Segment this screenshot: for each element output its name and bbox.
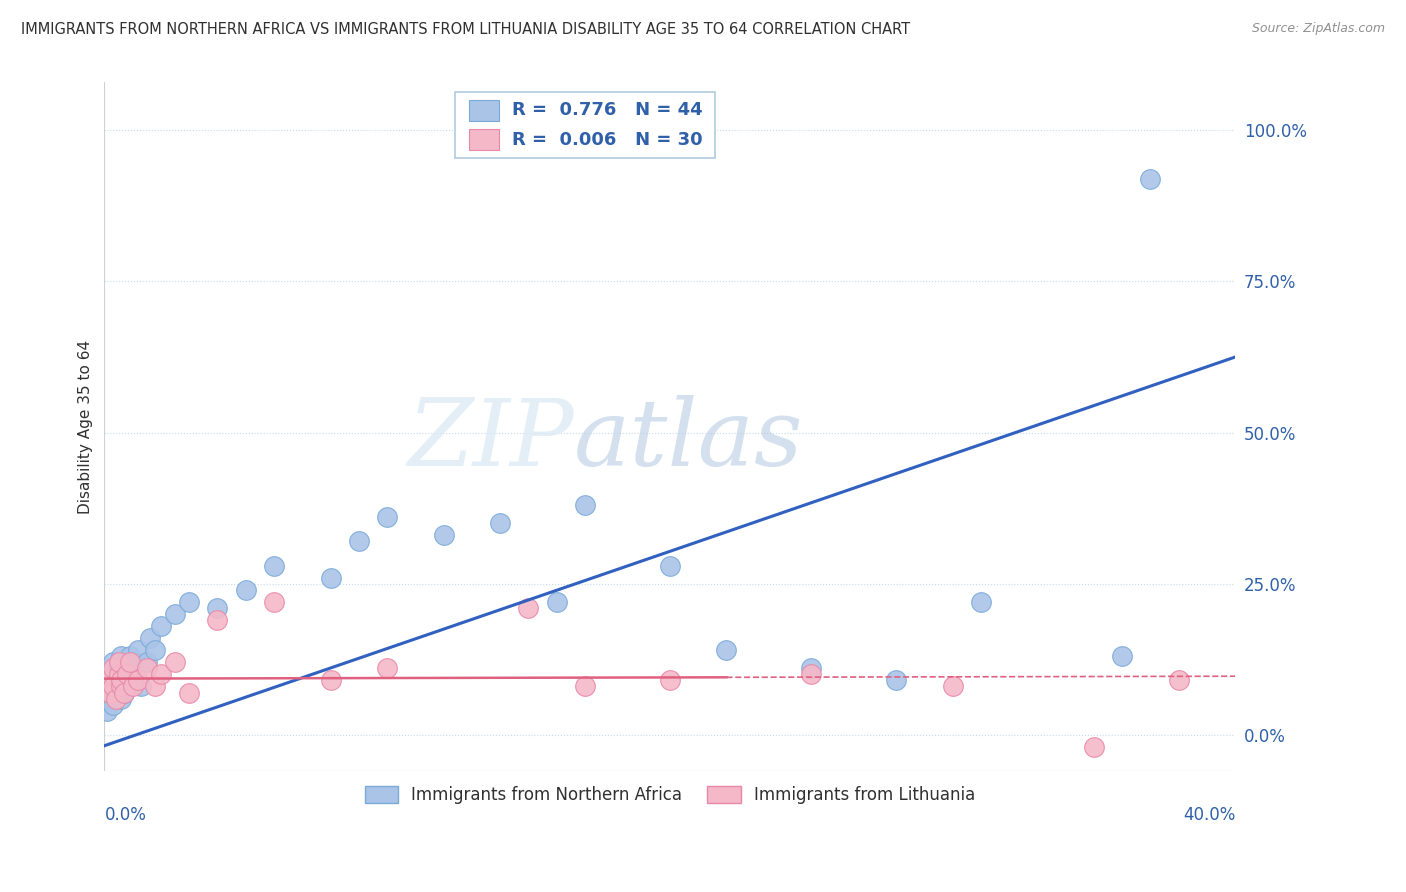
Point	[165, 607, 187, 621]
Point	[135, 656, 157, 670]
Point	[165, 656, 187, 670]
Point	[101, 680, 124, 694]
Point	[375, 661, 398, 675]
Point	[107, 661, 129, 675]
Point	[970, 595, 993, 609]
Text: Source: ZipAtlas.com: Source: ZipAtlas.com	[1251, 22, 1385, 36]
Point	[107, 667, 129, 681]
Point	[207, 613, 229, 627]
Point	[115, 680, 138, 694]
Point	[138, 631, 160, 645]
Point	[118, 656, 141, 670]
Point	[115, 667, 138, 681]
Y-axis label: Disability Age 35 to 64: Disability Age 35 to 64	[79, 340, 93, 514]
Point	[135, 661, 157, 675]
Point	[347, 534, 370, 549]
Point	[121, 680, 143, 694]
Point	[658, 558, 681, 573]
Point	[110, 649, 132, 664]
Point	[98, 691, 121, 706]
Point	[104, 691, 127, 706]
Point	[235, 582, 257, 597]
Point	[107, 656, 129, 670]
Point	[1139, 171, 1161, 186]
Point	[574, 680, 596, 694]
Point	[143, 643, 166, 657]
Point	[118, 649, 141, 664]
Text: IMMIGRANTS FROM NORTHERN AFRICA VS IMMIGRANTS FROM LITHUANIA DISABILITY AGE 35 T: IMMIGRANTS FROM NORTHERN AFRICA VS IMMIG…	[21, 22, 910, 37]
Point	[98, 685, 121, 699]
Point	[129, 680, 152, 694]
Point	[716, 643, 738, 657]
Point	[112, 685, 135, 699]
Point	[121, 673, 143, 688]
Point	[118, 667, 141, 681]
FancyBboxPatch shape	[468, 129, 499, 150]
Point	[546, 595, 568, 609]
Point	[800, 667, 823, 681]
Point	[104, 667, 127, 681]
Point	[127, 643, 149, 657]
FancyBboxPatch shape	[456, 92, 716, 158]
Point	[179, 595, 201, 609]
Point	[1083, 739, 1105, 754]
Point	[104, 685, 127, 699]
Point	[433, 528, 456, 542]
Point	[96, 673, 118, 688]
Point	[574, 498, 596, 512]
Point	[96, 704, 118, 718]
Point	[110, 691, 132, 706]
Point	[101, 656, 124, 670]
Point	[115, 661, 138, 675]
Point	[884, 673, 907, 688]
Point	[375, 510, 398, 524]
Point	[149, 619, 172, 633]
Point	[263, 558, 285, 573]
Point	[319, 571, 342, 585]
Point	[658, 673, 681, 688]
FancyBboxPatch shape	[468, 100, 499, 120]
Point	[112, 685, 135, 699]
Point	[1111, 649, 1133, 664]
Point	[143, 680, 166, 694]
Point	[207, 600, 229, 615]
Point	[127, 673, 149, 688]
Point	[101, 698, 124, 712]
Point	[110, 680, 132, 694]
Point	[110, 673, 132, 688]
Point	[942, 680, 965, 694]
Point	[98, 673, 121, 688]
Point	[101, 661, 124, 675]
Point	[112, 673, 135, 688]
Text: R =  0.006   N = 30: R = 0.006 N = 30	[512, 130, 702, 149]
Legend: Immigrants from Northern Africa, Immigrants from Lithuania: Immigrants from Northern Africa, Immigra…	[359, 780, 981, 811]
Point	[319, 673, 342, 688]
Text: atlas: atlas	[574, 395, 803, 485]
Point	[179, 685, 201, 699]
Point	[517, 600, 540, 615]
Point	[489, 516, 512, 531]
Point	[263, 595, 285, 609]
Point	[1167, 673, 1189, 688]
Text: 40.0%: 40.0%	[1182, 805, 1236, 823]
Text: ZIP: ZIP	[408, 395, 574, 485]
Point	[149, 667, 172, 681]
Point	[107, 680, 129, 694]
Point	[800, 661, 823, 675]
Text: 0.0%: 0.0%	[104, 805, 146, 823]
Point	[121, 656, 143, 670]
Text: R =  0.776   N = 44: R = 0.776 N = 44	[512, 102, 702, 120]
